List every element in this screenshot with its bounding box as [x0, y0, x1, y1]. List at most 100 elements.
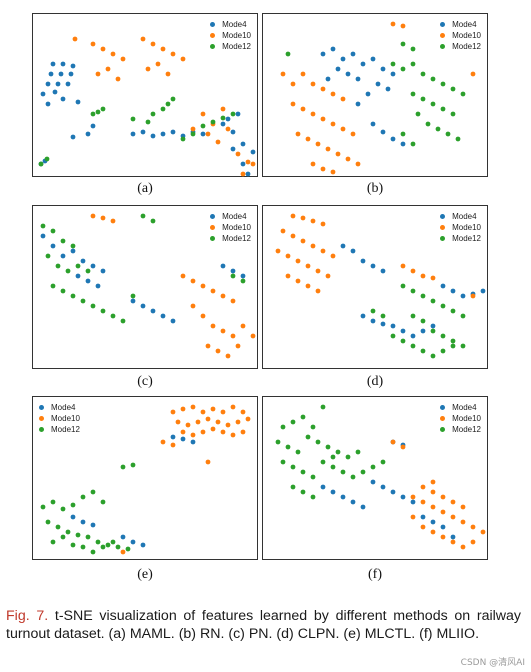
- point-mode12-7: [75, 532, 81, 538]
- watermark: CSDN @清风AI: [460, 658, 525, 668]
- point-mode4-18: [390, 136, 396, 142]
- point-mode4-4: [80, 519, 86, 525]
- point-mode12-0: [40, 223, 46, 229]
- point-mode4-13: [440, 283, 446, 289]
- point-mode4-5: [90, 263, 96, 269]
- point-mode12-13: [50, 539, 56, 545]
- legend-marker-mode4: [440, 214, 446, 219]
- point-mode12-17: [430, 353, 436, 359]
- point-mode12-11: [70, 293, 76, 299]
- point-mode4-9: [410, 499, 416, 505]
- point-mode10-16: [420, 524, 426, 530]
- point-mode10-6: [95, 71, 101, 77]
- legend-a: Mode4 Mode10 Mode12: [210, 19, 251, 52]
- point-mode10-2: [310, 218, 316, 224]
- point-mode10-18: [240, 323, 246, 329]
- scatter-plot-f: [275, 404, 486, 550]
- point-mode12-19: [455, 136, 461, 142]
- point-mode10-9: [290, 101, 296, 107]
- point-mode12-6: [65, 529, 71, 535]
- point-mode12-9: [165, 101, 171, 107]
- point-mode12-13: [200, 123, 206, 129]
- point-mode12-16: [80, 544, 86, 550]
- point-mode10-8: [175, 419, 181, 425]
- panel-c: Mode4 Mode10 Mode12: [32, 205, 258, 369]
- point-mode10-1: [400, 444, 406, 450]
- point-mode12-5: [55, 524, 61, 530]
- point-mode12-22: [100, 499, 106, 505]
- point-mode10-23: [310, 161, 316, 167]
- point-mode4-32: [220, 121, 226, 127]
- point-mode12-2: [420, 293, 426, 299]
- point-mode10-4: [210, 406, 216, 412]
- legend-label-mode10: Mode10: [222, 223, 251, 232]
- point-mode10-6: [300, 238, 306, 244]
- point-mode10-3: [290, 81, 296, 87]
- point-mode4-3: [350, 51, 356, 57]
- point-mode12-19: [110, 539, 116, 545]
- point-mode10-12: [320, 116, 326, 122]
- point-mode4-21: [150, 133, 156, 139]
- point-mode4-28: [240, 141, 246, 147]
- point-mode10-22: [355, 161, 361, 167]
- point-mode10-8: [140, 36, 146, 42]
- point-mode4-1: [50, 243, 56, 249]
- point-mode10-12: [440, 494, 446, 500]
- point-mode4-12: [68, 71, 74, 77]
- point-mode4-0: [320, 51, 326, 57]
- point-mode10-18: [315, 141, 321, 147]
- point-mode4-4: [90, 123, 96, 129]
- point-mode4-8: [55, 81, 61, 87]
- point-mode10-3: [420, 499, 426, 505]
- point-mode10-15: [245, 416, 251, 422]
- point-mode12-6: [145, 119, 151, 125]
- point-mode12-6: [285, 444, 291, 450]
- legend-marker-mode12: [39, 427, 44, 432]
- point-mode10-10: [300, 106, 306, 112]
- panel-b: Mode4 Mode10 Mode12: [262, 13, 488, 177]
- point-mode10-13: [145, 66, 151, 72]
- point-mode12-26: [330, 454, 336, 460]
- point-mode4-7: [130, 539, 136, 545]
- point-mode4-2: [60, 253, 66, 259]
- point-mode12-23: [290, 484, 296, 490]
- point-mode4-27: [230, 146, 236, 152]
- point-mode12-12: [430, 101, 436, 107]
- point-mode12-5: [275, 439, 281, 445]
- point-mode10-19: [210, 426, 216, 432]
- point-mode12-14: [100, 308, 106, 314]
- point-mode4-5: [90, 522, 96, 528]
- legend-c: Mode4 Mode10 Mode12: [210, 211, 251, 244]
- legend-item-mode10: Mode10: [210, 222, 251, 233]
- point-mode10-15: [350, 131, 356, 137]
- point-mode12-11: [115, 544, 121, 550]
- legend-marker-mode4: [440, 22, 446, 27]
- point-mode10-4: [190, 278, 196, 284]
- point-mode12-6: [65, 268, 71, 274]
- point-mode4-14: [170, 318, 176, 324]
- point-mode10-9: [150, 41, 156, 47]
- point-mode12-1: [44, 156, 50, 162]
- point-mode4-18: [75, 99, 81, 105]
- point-mode10-18: [440, 534, 446, 540]
- point-mode10-1: [100, 215, 106, 221]
- point-mode4-12: [430, 323, 436, 329]
- point-mode12-15: [220, 115, 226, 121]
- point-mode10-24: [470, 293, 476, 299]
- legend-d: Mode4 Mode10 Mode12: [440, 211, 481, 244]
- point-mode12-20: [380, 313, 386, 319]
- point-mode12-18: [100, 544, 106, 550]
- point-mode4-12: [150, 308, 156, 314]
- point-mode12-9: [315, 439, 321, 445]
- point-mode12-3: [430, 298, 436, 304]
- point-mode10-8: [340, 96, 346, 102]
- legend-marker-mode12: [210, 44, 216, 49]
- point-mode4-5: [345, 71, 351, 77]
- legend-label-mode10: Mode10: [222, 31, 251, 40]
- point-mode10-0: [72, 36, 78, 42]
- point-mode4-8: [390, 323, 396, 329]
- point-mode4-12: [375, 81, 381, 87]
- point-mode10-3: [200, 409, 206, 415]
- legend-label-mode10: Mode10: [452, 31, 481, 40]
- figure-caption: Fig. 7. t-SNE visualization of features …: [6, 607, 521, 643]
